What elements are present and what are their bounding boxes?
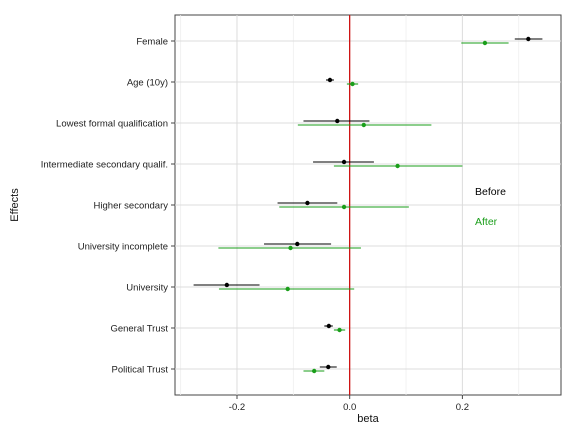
point-before	[335, 118, 340, 124]
data-marks	[193, 36, 543, 374]
point-before	[341, 159, 347, 165]
y-tick-label: University	[126, 283, 168, 294]
y-tick-label: General Trust	[110, 324, 168, 335]
point-after	[288, 245, 293, 251]
point-after	[311, 368, 317, 374]
x-axis-title: beta	[357, 413, 379, 425]
point-before	[326, 364, 331, 370]
y-tick-label: Political Trust	[112, 365, 169, 376]
y-axis-title: Effects	[9, 188, 21, 222]
x-tick-label: 0.0	[343, 402, 356, 413]
point-after	[482, 40, 488, 46]
y-tick-label: Lowest formal qualification	[56, 119, 168, 130]
y-tick-label: University incomplete	[78, 242, 168, 253]
point-after	[350, 81, 355, 87]
point-before	[295, 241, 300, 247]
legend: Before After	[475, 186, 506, 228]
y-tick-label: Higher secondary	[94, 201, 169, 212]
point-before	[327, 77, 333, 83]
point-after	[361, 122, 366, 128]
legend-label-before: Before	[475, 186, 506, 198]
point-before	[224, 282, 230, 288]
point-before	[305, 200, 310, 206]
x-tick-label: 0.2	[456, 402, 469, 413]
x-axis-ticks: -0.2 0.0 0.2	[229, 395, 469, 413]
legend-label-after: After	[475, 216, 498, 228]
grid-lines	[175, 15, 561, 395]
point-after	[285, 286, 290, 292]
point-after	[341, 204, 347, 210]
point-before	[526, 36, 531, 42]
x-tick-label: -0.2	[229, 402, 245, 413]
y-tick-label: Age (10y)	[127, 78, 168, 89]
y-axis-ticks: Female Age (10y) Lowest formal qualificati…	[41, 37, 175, 376]
point-before	[326, 323, 332, 329]
point-after	[395, 163, 400, 169]
y-tick-label: Intermediate secondary qualif.	[41, 160, 168, 171]
point-after	[337, 327, 342, 333]
y-tick-label: Female	[136, 37, 168, 48]
